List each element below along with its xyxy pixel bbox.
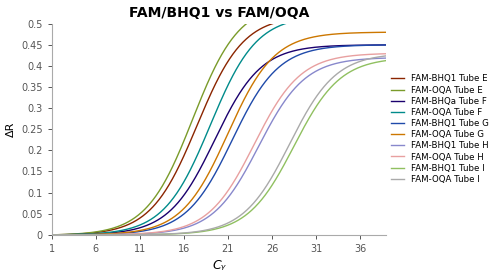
FAM-BHQa Tube F [108, 231, 114, 235]
FAM-OQA Tube G [246, 89, 252, 92]
FAM-BHQ1 Tube I [246, 211, 252, 214]
FAM-BHQ1 Tube H [246, 163, 252, 166]
FAM-OQA Tube H [135, 232, 141, 235]
Line: FAM-OQA Tube F: FAM-OQA Tube F [52, 15, 386, 235]
FAM-BHQ1 Tube E [383, 14, 389, 17]
FAM-OQA Tube I [200, 229, 206, 232]
FAM-OQA Tube H [301, 71, 307, 74]
FAM-BHQ1 Tube H [272, 114, 278, 117]
FAM-BHQ1 Tube I [383, 59, 389, 62]
FAM-OQA Tube I [108, 233, 114, 237]
FAM-OQA Tube E [272, 8, 278, 11]
FAM-OQA Tube I [301, 115, 307, 119]
FAM-BHQ1 Tube H [383, 56, 389, 60]
FAM-BHQ1 Tube G [301, 51, 307, 55]
FAM-OQA Tube E [135, 214, 141, 217]
FAM-BHQ1 Tube E [272, 21, 278, 24]
FAM-BHQ1 Tube E [135, 218, 141, 221]
FAM-OQA Tube H [108, 233, 114, 236]
FAM-BHQ1 Tube G [49, 233, 55, 237]
Line: FAM-BHQ1 Tube E: FAM-BHQ1 Tube E [52, 16, 386, 235]
FAM-OQA Tube F [246, 48, 252, 52]
FAM-OQA Tube I [135, 233, 141, 236]
FAM-BHQ1 Tube G [108, 232, 114, 235]
FAM-BHQa Tube F [301, 47, 307, 51]
FAM-OQA Tube I [49, 233, 55, 237]
FAM-BHQa Tube F [272, 56, 278, 59]
FAM-OQA Tube G [49, 233, 55, 237]
FAM-BHQ1 Tube E [49, 233, 55, 237]
FAM-BHQ1 Tube G [135, 230, 141, 234]
FAM-OQA Tube H [246, 153, 252, 156]
FAM-OQA Tube H [272, 104, 278, 107]
FAM-BHQ1 Tube G [272, 69, 278, 72]
FAM-OQA Tube F [383, 14, 389, 17]
FAM-OQA Tube E [383, 1, 389, 5]
Line: FAM-OQA Tube G: FAM-OQA Tube G [52, 32, 386, 235]
FAM-BHQ1 Tube E [301, 16, 307, 19]
Line: FAM-OQA Tube I: FAM-OQA Tube I [52, 56, 386, 235]
FAM-OQA Tube G [135, 229, 141, 233]
FAM-OQA Tube F [135, 224, 141, 227]
FAM-OQA Tube F [272, 26, 278, 29]
FAM-OQA Tube H [49, 233, 55, 237]
FAM-BHQ1 Tube G [383, 43, 389, 47]
FAM-BHQ1 Tube G [200, 191, 206, 195]
FAM-BHQ1 Tube I [272, 178, 278, 182]
FAM-BHQa Tube F [135, 227, 141, 230]
Line: FAM-BHQ1 Tube I: FAM-BHQ1 Tube I [52, 61, 386, 235]
FAM-BHQ1 Tube H [135, 232, 141, 235]
FAM-OQA Tube G [301, 38, 307, 41]
FAM-OQA Tube H [200, 215, 206, 219]
FAM-BHQ1 Tube I [135, 233, 141, 236]
Title: FAM/BHQ1 vs FAM/OQA: FAM/BHQ1 vs FAM/OQA [129, 6, 309, 19]
FAM-OQA Tube G [383, 31, 389, 34]
FAM-BHQa Tube F [383, 43, 389, 47]
FAM-BHQ1 Tube G [246, 105, 252, 109]
Line: FAM-OQA Tube H: FAM-OQA Tube H [52, 54, 386, 235]
FAM-BHQ1 Tube I [200, 230, 206, 233]
FAM-BHQ1 Tube I [108, 233, 114, 237]
FAM-OQA Tube F [49, 233, 55, 237]
FAM-OQA Tube E [49, 233, 55, 237]
X-axis label: Cᵧ: Cᵧ [212, 259, 226, 272]
FAM-BHQ1 Tube E [200, 109, 206, 113]
FAM-OQA Tube E [200, 91, 206, 95]
FAM-BHQa Tube F [246, 78, 252, 82]
FAM-OQA Tube E [108, 227, 114, 230]
FAM-BHQa Tube F [49, 233, 55, 237]
Y-axis label: ΔR: ΔR [5, 121, 15, 137]
Line: FAM-BHQa Tube F: FAM-BHQa Tube F [52, 45, 386, 235]
Line: FAM-BHQ1 Tube H: FAM-BHQ1 Tube H [52, 58, 386, 235]
Line: FAM-BHQ1 Tube G: FAM-BHQ1 Tube G [52, 45, 386, 235]
FAM-OQA Tube G [200, 181, 206, 185]
FAM-BHQa Tube F [200, 162, 206, 165]
FAM-OQA Tube I [246, 206, 252, 210]
FAM-OQA Tube E [301, 3, 307, 6]
FAM-OQA Tube G [272, 54, 278, 57]
FAM-OQA Tube F [200, 140, 206, 144]
FAM-OQA Tube F [108, 230, 114, 234]
FAM-OQA Tube F [301, 18, 307, 21]
Line: FAM-OQA Tube E: FAM-OQA Tube E [52, 3, 386, 235]
FAM-OQA Tube E [246, 20, 252, 23]
FAM-BHQ1 Tube H [49, 233, 55, 237]
FAM-BHQ1 Tube E [246, 35, 252, 38]
FAM-BHQ1 Tube H [301, 78, 307, 81]
Legend: FAM-BHQ1 Tube E, FAM-OQA Tube E, FAM-BHQa Tube F, FAM-OQA Tube F, FAM-BHQ1 Tube : FAM-BHQ1 Tube E, FAM-OQA Tube E, FAM-BHQ… [391, 75, 489, 184]
FAM-BHQ1 Tube H [108, 233, 114, 236]
FAM-OQA Tube I [383, 54, 389, 58]
FAM-BHQ1 Tube H [200, 219, 206, 222]
FAM-BHQ1 Tube I [49, 233, 55, 237]
FAM-BHQ1 Tube I [301, 126, 307, 129]
FAM-BHQ1 Tube E [108, 229, 114, 232]
FAM-OQA Tube I [272, 170, 278, 173]
FAM-OQA Tube H [383, 52, 389, 55]
FAM-OQA Tube G [108, 232, 114, 235]
